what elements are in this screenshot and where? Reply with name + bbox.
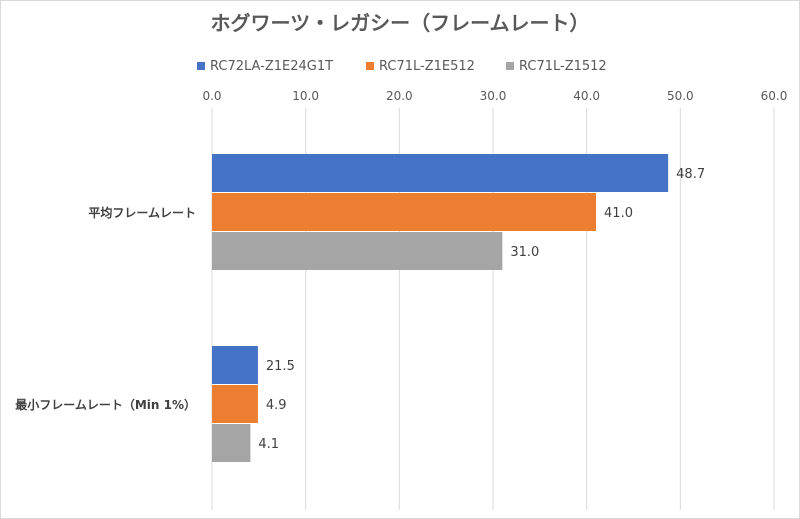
tick-labels: 0.0 10.0 20.0 30.0 40.0 50.0 60.0 bbox=[202, 89, 787, 103]
legend-label: RC71L-Z1512 bbox=[519, 59, 607, 74]
bar bbox=[212, 385, 258, 423]
data-label: 48.7 bbox=[676, 167, 705, 182]
bar bbox=[212, 193, 597, 231]
bars bbox=[212, 154, 669, 462]
category-label: 平均フレームレート bbox=[88, 205, 196, 220]
data-label: 21.5 bbox=[266, 359, 295, 374]
data-label: 31.0 bbox=[510, 245, 539, 260]
data-label: 4.1 bbox=[258, 437, 279, 452]
category-label: 最小フレームレート（Min 1%） bbox=[15, 397, 196, 412]
x-tick-label: 60.0 bbox=[761, 89, 788, 103]
data-label: 41.0 bbox=[604, 206, 633, 221]
legend-label: RC72LA-Z1E24G1T bbox=[210, 59, 333, 74]
legend-swatch bbox=[366, 62, 374, 70]
legend: RC72LA-Z1E24G1T RC71L-Z1E512 RC71L-Z1512 bbox=[197, 59, 607, 74]
bar bbox=[212, 232, 503, 270]
x-tick-label: 20.0 bbox=[386, 89, 413, 103]
data-labels: 48.7 41.0 31.0 21.5 4.9 4.1 bbox=[258, 167, 705, 452]
bar bbox=[212, 346, 258, 384]
bar bbox=[212, 424, 251, 462]
chart-title: ホグワーツ・レガシー（フレームレート） bbox=[211, 11, 590, 35]
x-tick-label: 30.0 bbox=[480, 89, 507, 103]
bar bbox=[212, 154, 669, 192]
x-tick-label: 0.0 bbox=[202, 89, 221, 103]
data-label: 4.9 bbox=[266, 398, 287, 413]
x-tick-label: 50.0 bbox=[667, 89, 694, 103]
legend-swatch bbox=[197, 62, 205, 70]
legend-swatch bbox=[506, 62, 514, 70]
legend-label: RC71L-Z1E512 bbox=[379, 59, 475, 74]
x-tick-label: 40.0 bbox=[573, 89, 600, 103]
x-tick-label: 10.0 bbox=[292, 89, 319, 103]
